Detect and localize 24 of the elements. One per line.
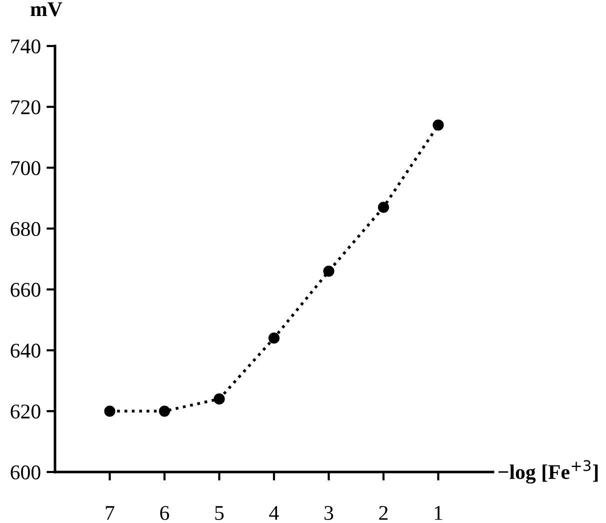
y-tick-label: 740 — [11, 39, 40, 54]
x-tick-label: 6 — [160, 506, 170, 520]
y-tick-label: 600 — [10, 465, 40, 480]
point — [104, 406, 116, 417]
x-tick-label: 5 — [215, 506, 224, 520]
y-tick-label: 680 — [10, 222, 40, 236]
y-axis-title: mV — [30, 2, 62, 16]
point — [378, 202, 390, 213]
y-tick-label: 700 — [11, 161, 40, 176]
y-tick-label: 660 — [10, 282, 40, 297]
x-tick-label: 7 — [106, 506, 114, 520]
y-tick-label: 720 — [11, 100, 40, 114]
x-tick-label: 3 — [324, 506, 334, 520]
point — [432, 120, 444, 131]
point — [214, 393, 225, 405]
point — [323, 266, 334, 277]
y-tick-label: 620 — [10, 404, 40, 419]
y-tick-label: 640 — [10, 344, 40, 358]
x-tick-label: 4 — [269, 506, 279, 520]
point — [158, 406, 170, 417]
point — [268, 332, 280, 344]
x-axis-title: −log [Fe$^{+3}$] — [498, 460, 598, 484]
x-tick-label: 1 — [434, 506, 442, 520]
x-tick-label: 2 — [379, 506, 388, 520]
